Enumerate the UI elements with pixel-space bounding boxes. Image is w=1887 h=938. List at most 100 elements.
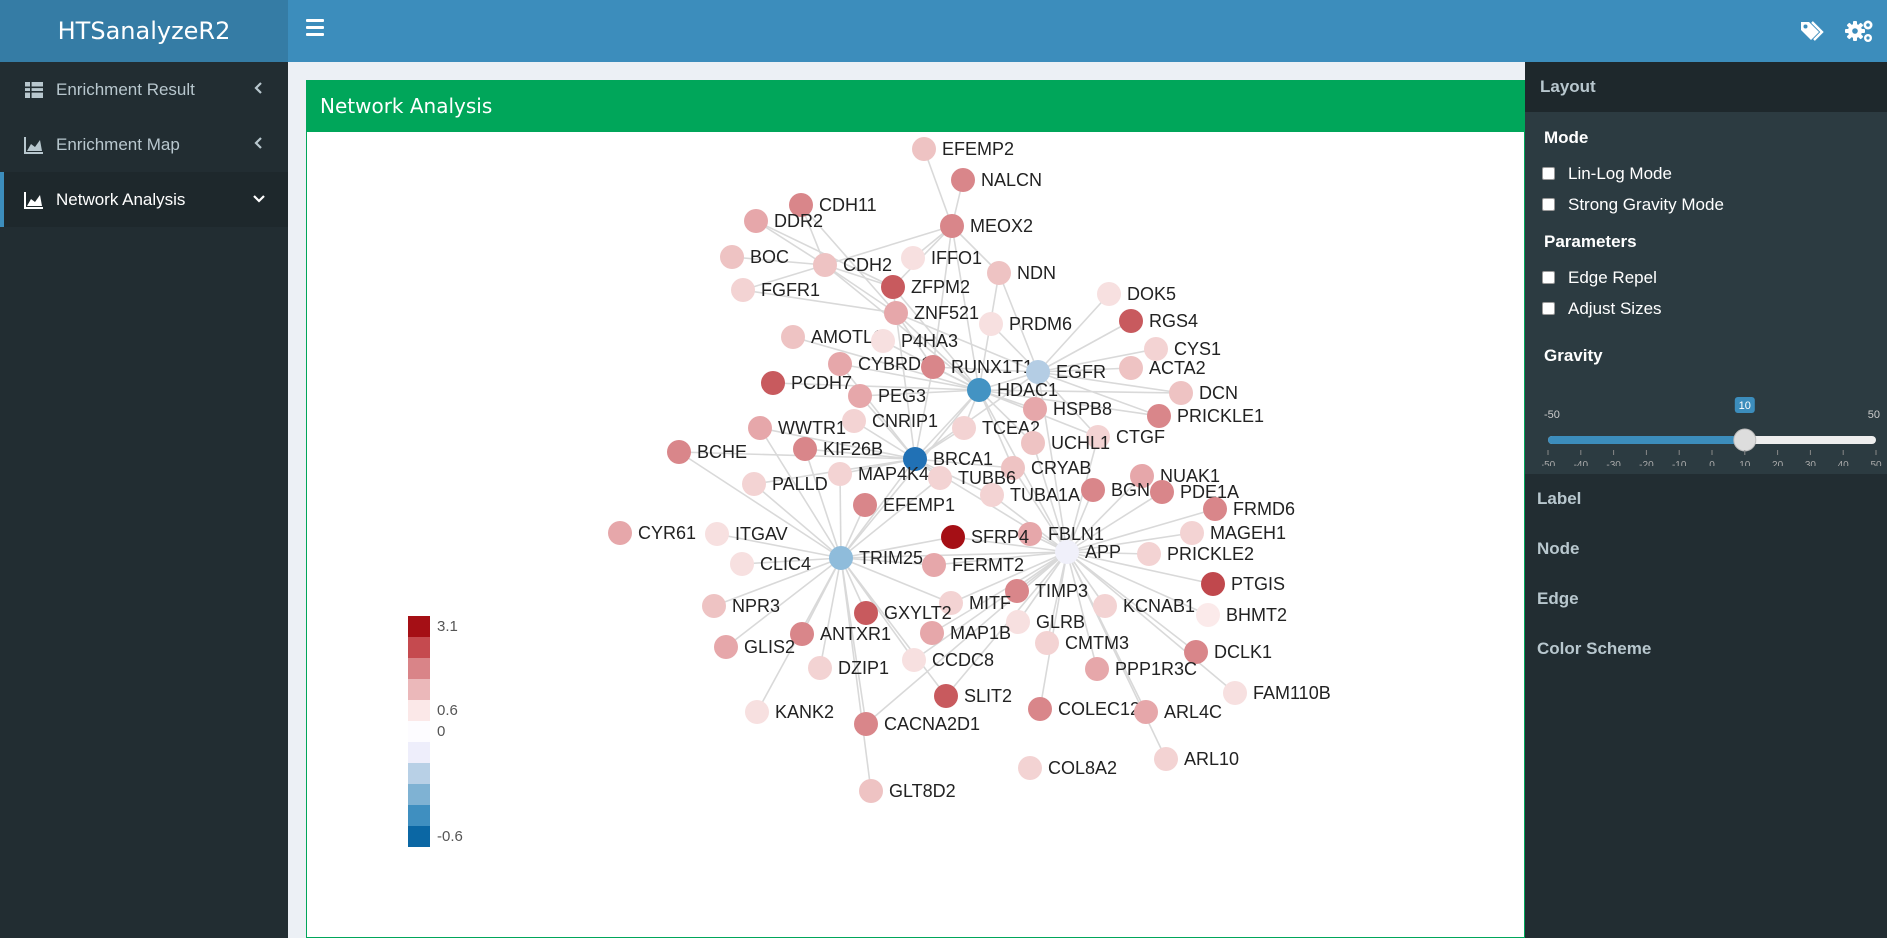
node-circle[interactable]: [789, 193, 813, 217]
network-node[interactable]: SFRP4: [941, 525, 1029, 549]
node-circle[interactable]: [714, 635, 738, 659]
node-circle[interactable]: [1201, 572, 1225, 596]
network-node[interactable]: RUNX1T1: [921, 355, 1033, 379]
node-circle[interactable]: [1203, 497, 1227, 521]
node-circle[interactable]: [884, 301, 908, 325]
network-node[interactable]: DCN: [1169, 381, 1238, 405]
node-circle[interactable]: [842, 409, 866, 433]
node-circle[interactable]: [1130, 464, 1154, 488]
node-circle[interactable]: [848, 384, 872, 408]
node-circle[interactable]: [813, 253, 837, 277]
network-node[interactable]: FGFR1: [731, 278, 820, 302]
node-circle[interactable]: [1018, 756, 1042, 780]
network-node[interactable]: AMOTL1: [781, 325, 883, 349]
network-node[interactable]: BRCA1: [903, 447, 993, 471]
network-node[interactable]: EFEMP1: [853, 493, 955, 517]
network-node[interactable]: CRYAB: [1001, 456, 1091, 480]
network-node[interactable]: BOC: [720, 245, 789, 269]
node-circle[interactable]: [921, 355, 945, 379]
network-node[interactable]: FRMD6: [1203, 497, 1295, 521]
node-circle[interactable]: [1196, 603, 1220, 627]
node-circle[interactable]: [967, 378, 991, 402]
node-circle[interactable]: [1119, 309, 1143, 333]
network-node[interactable]: EFEMP2: [912, 137, 1014, 161]
network-node[interactable]: DDR2: [744, 209, 823, 233]
network-node[interactable]: COL8A2: [1018, 756, 1117, 780]
network-node[interactable]: GLIS2: [714, 635, 795, 659]
network-node[interactable]: TUBB6: [928, 466, 1016, 490]
node-circle[interactable]: [928, 466, 952, 490]
network-node[interactable]: TUBA1A: [980, 483, 1080, 507]
network-node[interactable]: CCDC8: [902, 648, 994, 672]
network-node[interactable]: FAM110B: [1223, 681, 1331, 705]
node-circle[interactable]: [1055, 540, 1079, 564]
node-circle[interactable]: [951, 168, 975, 192]
edge-repel-checkbox[interactable]: Edge Repel: [1542, 262, 1870, 293]
network-node[interactable]: MITF: [939, 591, 1011, 615]
edge-section-header[interactable]: Edge: [1537, 589, 1579, 608]
network-node[interactable]: PRDM6: [979, 312, 1072, 336]
network-node[interactable]: MAP4K4: [828, 462, 929, 486]
network-node[interactable]: SLIT2: [934, 684, 1012, 708]
network-node[interactable]: RGS4: [1119, 309, 1198, 333]
network-node[interactable]: IFFO1: [901, 246, 982, 270]
node-circle[interactable]: [952, 416, 976, 440]
node-circle[interactable]: [854, 712, 878, 736]
node-circle[interactable]: [871, 329, 895, 353]
node-circle[interactable]: [1021, 431, 1045, 455]
node-circle[interactable]: [1184, 640, 1208, 664]
network-node[interactable]: TRIM25: [829, 546, 923, 570]
node-circle[interactable]: [744, 209, 768, 233]
sidebar-item-enrichment-map[interactable]: Enrichment Map: [0, 117, 288, 172]
node-circle[interactable]: [941, 525, 965, 549]
node-circle[interactable]: [1137, 542, 1161, 566]
node-circle[interactable]: [705, 522, 729, 546]
network-node[interactable]: CTGF: [1086, 425, 1165, 449]
network-node[interactable]: TIMP3: [1005, 579, 1088, 603]
network-node[interactable]: PPP1R3C: [1085, 657, 1197, 681]
node-circle[interactable]: [667, 440, 691, 464]
network-node[interactable]: CMTM3: [1035, 631, 1129, 655]
network-node[interactable]: FBLN1: [1018, 522, 1104, 546]
network-node[interactable]: KIF26B: [793, 437, 883, 461]
node-circle[interactable]: [1086, 425, 1110, 449]
network-node[interactable]: GXYLT2: [854, 601, 952, 625]
node-circle[interactable]: [903, 447, 927, 471]
node-circle[interactable]: [1028, 697, 1052, 721]
network-node[interactable]: ZNF521: [884, 301, 979, 325]
node-circle[interactable]: [853, 493, 877, 517]
sidebar-item-network-analysis[interactable]: Network Analysis: [0, 172, 288, 227]
gravity-slider[interactable]: -50 50 10 -50 -40 -30 -20 -10 0 10 20 30 40 50: [1542, 396, 1882, 466]
node-circle[interactable]: [1097, 282, 1121, 306]
network-node[interactable]: CYS1: [1144, 337, 1221, 361]
node-circle[interactable]: [922, 553, 946, 577]
node-circle[interactable]: [1023, 397, 1047, 421]
node-circle[interactable]: [859, 779, 883, 803]
node-circle[interactable]: [1223, 681, 1247, 705]
network-node[interactable]: TCEA2: [952, 416, 1040, 440]
network-node[interactable]: UCHL1: [1021, 431, 1110, 455]
node-circle[interactable]: [790, 622, 814, 646]
sidebar-item-enrichment-result[interactable]: Enrichment Result: [0, 62, 288, 117]
network-node[interactable]: ANTXR1: [790, 622, 891, 646]
node-circle[interactable]: [1026, 360, 1050, 384]
strong-gravity-mode-checkbox[interactable]: Strong Gravity Mode: [1542, 189, 1870, 220]
node-circle[interactable]: [901, 246, 925, 270]
network-node[interactable]: NDN: [987, 261, 1056, 285]
network-node[interactable]: DCLK1: [1184, 640, 1272, 664]
node-circle[interactable]: [828, 352, 852, 376]
node-circle[interactable]: [881, 275, 905, 299]
node-circle[interactable]: [1001, 456, 1025, 480]
node-circle[interactable]: [1147, 404, 1171, 428]
node-circle[interactable]: [808, 656, 832, 680]
node-circle[interactable]: [730, 552, 754, 576]
network-node[interactable]: KCNAB1: [1093, 594, 1195, 618]
node-circle[interactable]: [987, 261, 1011, 285]
network-node[interactable]: PCDH7: [761, 371, 852, 395]
node-circle[interactable]: [1081, 478, 1105, 502]
lin-log-mode-checkbox[interactable]: Lin-Log Mode: [1542, 158, 1870, 189]
network-node[interactable]: NALCN: [951, 168, 1042, 192]
network-node[interactable]: GLRB: [1006, 610, 1085, 634]
network-node[interactable]: BHMT2: [1196, 603, 1287, 627]
